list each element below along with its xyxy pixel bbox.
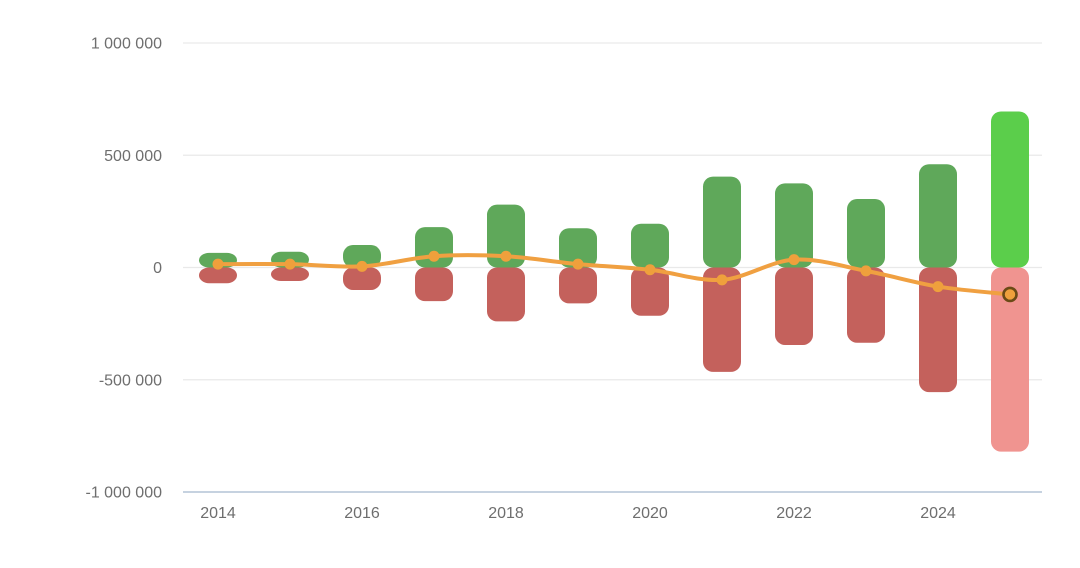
- net-line-point-2016[interactable]: [356, 260, 368, 272]
- bar-negative-2025[interactable]: [991, 267, 1029, 452]
- bar-negative-2017[interactable]: [415, 267, 453, 302]
- bar-negative-2014[interactable]: [199, 267, 237, 284]
- net-line-point-2024[interactable]: [932, 281, 944, 293]
- bar-positive-2024[interactable]: [919, 164, 957, 268]
- net-line-point-2025[interactable]: [1002, 286, 1018, 303]
- bar-negative-2019[interactable]: [559, 267, 597, 304]
- net-line-point-2019[interactable]: [572, 258, 584, 270]
- y-axis-tick-label: 0: [153, 260, 162, 277]
- bar-negative-2018[interactable]: [487, 267, 525, 322]
- x-axis-tick-label: 2014: [200, 505, 236, 522]
- bar-negative-2021[interactable]: [703, 267, 741, 372]
- bar-positive-2022[interactable]: [775, 183, 813, 268]
- bar-negative-2024[interactable]: [919, 267, 957, 393]
- bar-positive-2020[interactable]: [631, 223, 669, 268]
- x-axis-tick-label: 2024: [920, 505, 956, 522]
- net-line: [216, 253, 1012, 297]
- x-axis-tick-label: 2018: [488, 505, 524, 522]
- net-line-point-2015[interactable]: [284, 258, 296, 270]
- bar-negative-2023[interactable]: [847, 267, 885, 343]
- net-line-point-2014[interactable]: [212, 258, 224, 270]
- net-line-point-2022[interactable]: [788, 254, 800, 266]
- bar-negative-2020[interactable]: [631, 267, 669, 316]
- profit-loss-combo-chart: 1 000 000 500 000 0 -500 000 -1 000 000 2014 2…: [40, 16, 1080, 552]
- chart-plot-area: 1 000 000 500 000 0 -500 000 -1 000 000 2014 2…: [40, 16, 1080, 552]
- bar-negative-2016[interactable]: [343, 267, 381, 290]
- bar-negative-2015[interactable]: [271, 267, 309, 281]
- y-axis-tick-label: -1 000 000: [85, 485, 162, 502]
- bar-positive-2018[interactable]: [487, 204, 525, 268]
- y-axis-tick-label: -500 000: [99, 372, 162, 389]
- x-axis-tick-label: 2020: [632, 505, 668, 522]
- net-line-point-2023[interactable]: [860, 265, 872, 277]
- bar-positive-2023[interactable]: [847, 199, 885, 268]
- net-line-point-2021[interactable]: [716, 274, 728, 286]
- bar-positive-2021[interactable]: [703, 176, 741, 268]
- bar-negative-2022[interactable]: [775, 267, 813, 345]
- combo-chart-svg: 1 000 000 500 000 0 -500 000 -1 000 000 2014 2…: [85, 36, 1042, 522]
- bar-positive-2019[interactable]: [559, 228, 597, 268]
- net-line-point-2017[interactable]: [428, 250, 440, 262]
- x-axis-tick-label: 2016: [344, 505, 380, 522]
- y-axis-tick-label: 500 000: [104, 148, 162, 165]
- bar-positive-2016[interactable]: [343, 245, 381, 268]
- x-axis-tick-label: 2022: [776, 505, 812, 522]
- net-line-point-2020[interactable]: [644, 264, 656, 276]
- y-axis-tick-label: 1 000 000: [91, 36, 162, 53]
- net-line-point-2018[interactable]: [500, 250, 512, 262]
- bar-positive-2025[interactable]: [991, 111, 1029, 268]
